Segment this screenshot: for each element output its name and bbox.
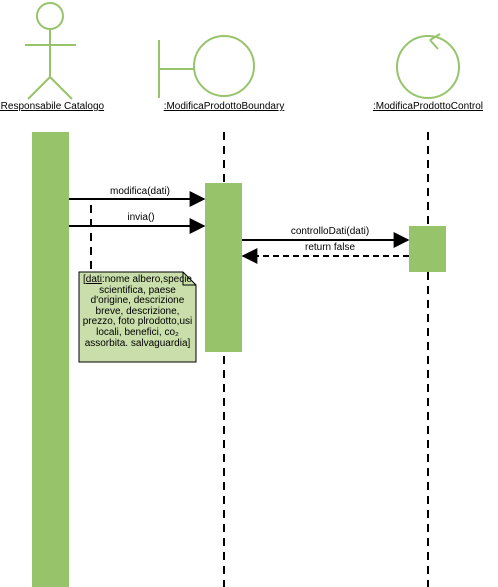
boundary-activation-bar (205, 183, 242, 352)
boundary-icon (159, 36, 254, 98)
control-activation-bar (409, 226, 446, 272)
actor-activation-bar (32, 132, 69, 587)
note-underlined: dati (86, 274, 102, 285)
boundary-label: :ModificaProdottoBoundary (164, 101, 285, 112)
message-label-return: return false (305, 242, 355, 253)
control-label: :ModificaProdottoControl (373, 101, 483, 112)
message-label-invia: invia() (127, 212, 154, 223)
message-label-modifica: modifica(dati) (110, 186, 170, 197)
note-body: :nome albero,specie scientifica, paese d… (83, 274, 193, 349)
control-icon (397, 34, 459, 98)
actor-icon (25, 3, 76, 99)
actor-label: :Responsabile Catalogo (0, 101, 105, 112)
note-text: [dati:nome albero,specie scientifica, pa… (80, 275, 195, 349)
message-label-controllo: controlloDati(dati) (291, 226, 369, 237)
